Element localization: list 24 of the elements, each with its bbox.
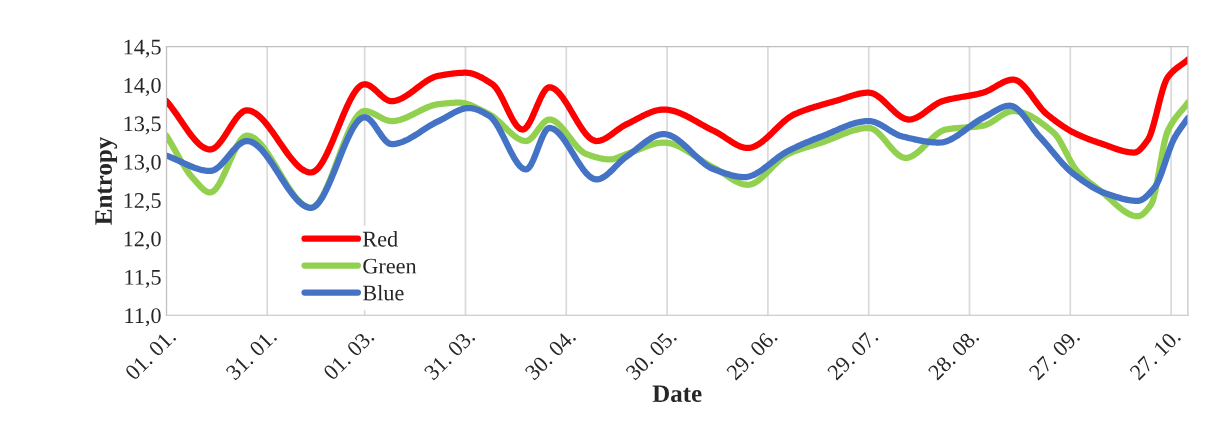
x-tick-label: 30. 05.	[625, 328, 678, 381]
y-tick-label: 11,0	[125, 308, 161, 327]
y-tick-label: 12,0	[124, 231, 161, 250]
legend-label: Green	[363, 258, 417, 274]
y-tick-label: 12,5	[124, 193, 161, 212]
x-tick-label: 31. 03.	[423, 328, 476, 381]
x-tick-label: 28. 08.	[927, 328, 980, 381]
x-axis-title: Date	[652, 385, 702, 403]
x-tick-label: 30. 04.	[524, 328, 577, 381]
x-tick-label: 31. 01.	[225, 328, 278, 381]
x-tick-label: 27. 10.	[1129, 328, 1182, 381]
y-tick-label: 11,5	[125, 269, 161, 288]
legend-label: Blue	[362, 284, 404, 301]
x-tick-label: 29. 06.	[725, 328, 778, 381]
y-tick-label: 13,0	[124, 154, 161, 173]
legend-label: Red	[362, 230, 398, 247]
x-tick-label: 29. 07.	[826, 328, 879, 381]
y-tick-label: 13,5	[124, 116, 161, 135]
x-tick-label: 01. 03.	[322, 328, 375, 381]
x-tick-label: 01. 01.	[124, 328, 177, 381]
y-tick-label: 14,5	[124, 39, 161, 58]
x-tick-label: 27. 09.	[1028, 328, 1081, 381]
y-axis-title: Entropy	[95, 136, 118, 225]
y-tick-label: 14,0	[124, 77, 161, 97]
